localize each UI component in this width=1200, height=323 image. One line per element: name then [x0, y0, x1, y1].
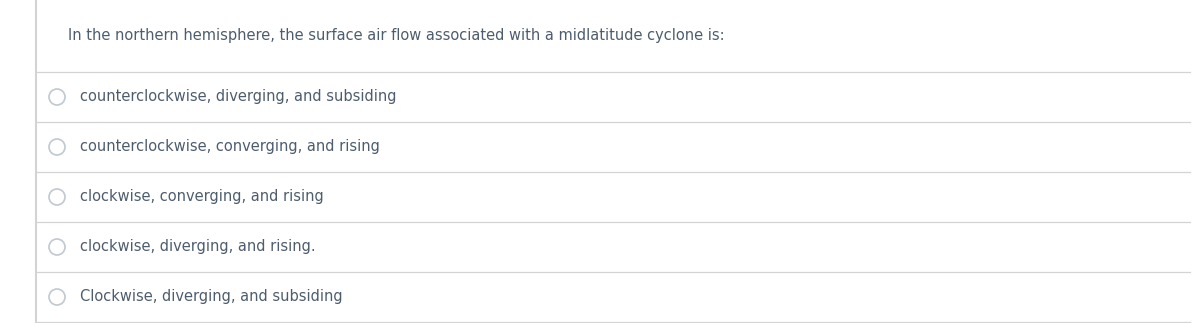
Text: Clockwise, diverging, and subsiding: Clockwise, diverging, and subsiding: [80, 289, 343, 305]
Text: counterclockwise, diverging, and subsiding: counterclockwise, diverging, and subsidi…: [80, 89, 396, 105]
Text: clockwise, diverging, and rising.: clockwise, diverging, and rising.: [80, 239, 316, 255]
Text: clockwise, converging, and rising: clockwise, converging, and rising: [80, 190, 324, 204]
Text: In the northern hemisphere, the surface air flow associated with a midlatitude c: In the northern hemisphere, the surface …: [68, 28, 725, 43]
Text: counterclockwise, converging, and rising: counterclockwise, converging, and rising: [80, 140, 380, 154]
